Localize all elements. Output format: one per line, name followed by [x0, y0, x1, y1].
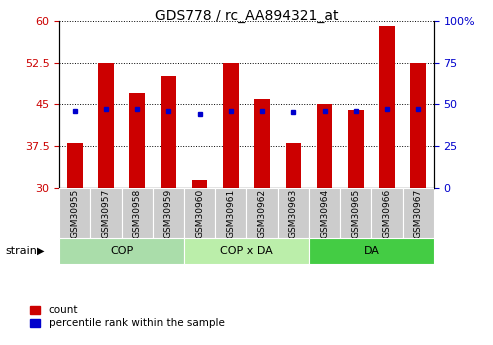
Bar — [192, 180, 208, 188]
Text: COP: COP — [110, 246, 133, 256]
Text: GSM30958: GSM30958 — [133, 188, 141, 238]
Text: GSM30957: GSM30957 — [102, 188, 110, 238]
FancyBboxPatch shape — [309, 188, 340, 238]
Bar — [223, 62, 239, 188]
FancyBboxPatch shape — [122, 188, 153, 238]
Text: DA: DA — [363, 246, 379, 256]
Text: GSM30967: GSM30967 — [414, 188, 423, 238]
Legend: count, percentile rank within the sample: count, percentile rank within the sample — [30, 305, 224, 328]
Text: GSM30964: GSM30964 — [320, 188, 329, 238]
FancyBboxPatch shape — [309, 238, 434, 264]
FancyBboxPatch shape — [278, 188, 309, 238]
Bar — [129, 93, 145, 188]
Text: ▶: ▶ — [37, 246, 44, 256]
Bar — [348, 110, 363, 188]
FancyBboxPatch shape — [184, 188, 215, 238]
Bar — [317, 104, 332, 188]
FancyBboxPatch shape — [340, 188, 371, 238]
Text: COP x DA: COP x DA — [220, 246, 273, 256]
Bar — [254, 99, 270, 188]
FancyBboxPatch shape — [184, 238, 309, 264]
Text: GSM30965: GSM30965 — [352, 188, 360, 238]
FancyBboxPatch shape — [371, 188, 403, 238]
Text: GSM30960: GSM30960 — [195, 188, 204, 238]
Text: GSM30962: GSM30962 — [258, 188, 267, 238]
Text: GSM30966: GSM30966 — [383, 188, 391, 238]
Text: strain: strain — [6, 246, 38, 256]
FancyBboxPatch shape — [403, 188, 434, 238]
FancyBboxPatch shape — [215, 188, 246, 238]
Bar — [410, 62, 426, 188]
Text: GSM30959: GSM30959 — [164, 188, 173, 238]
Bar — [161, 77, 176, 188]
Text: GSM30955: GSM30955 — [70, 188, 79, 238]
Bar — [67, 144, 83, 188]
Text: GSM30961: GSM30961 — [226, 188, 235, 238]
FancyBboxPatch shape — [90, 188, 122, 238]
FancyBboxPatch shape — [246, 188, 278, 238]
Text: GDS778 / rc_AA894321_at: GDS778 / rc_AA894321_at — [155, 9, 338, 23]
Bar — [285, 144, 301, 188]
FancyBboxPatch shape — [59, 188, 90, 238]
FancyBboxPatch shape — [59, 238, 184, 264]
Bar — [379, 26, 395, 188]
FancyBboxPatch shape — [153, 188, 184, 238]
Text: GSM30963: GSM30963 — [289, 188, 298, 238]
Bar — [98, 62, 114, 188]
